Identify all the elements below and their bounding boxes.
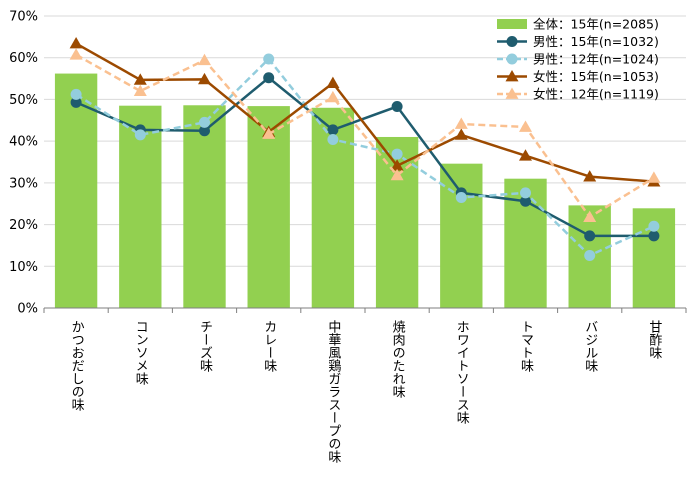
legend-item: 女性：12年(n=1119) — [497, 87, 659, 102]
series-path — [75, 76, 654, 238]
data-point — [262, 127, 276, 139]
category-label: バジル味 — [582, 320, 598, 372]
series-line-2 — [70, 53, 660, 261]
y-tick-label: 40% — [9, 135, 38, 150]
data-point — [454, 128, 468, 140]
category-label: 焼肉のたれ味 — [390, 320, 406, 398]
series-line-4 — [69, 48, 661, 222]
legend: 全体：15年(n=2085) 男性：15年(n=1032) 男性：12年(n=102… — [497, 17, 659, 102]
data-point — [69, 37, 83, 49]
data-point — [327, 124, 339, 136]
legend-label: 男性：15年(n=1032) — [533, 34, 659, 49]
y-tick-label: 70% — [9, 10, 38, 25]
legend-marker — [505, 70, 519, 82]
series-path — [75, 57, 655, 257]
data-point — [199, 125, 210, 137]
y-tick-label: 50% — [9, 93, 38, 108]
bar — [183, 105, 226, 308]
category-label: チーズ味 — [197, 320, 213, 372]
data-point — [584, 230, 596, 242]
legend-label: 全体：15年(n=2085) — [533, 17, 659, 32]
category-label: 中華風鶏ガラスープの味 — [325, 320, 341, 463]
legend-marker — [505, 87, 519, 99]
legend-item: 男性：15年(n=1032) — [497, 34, 659, 49]
data-point — [520, 195, 531, 207]
data-point — [198, 72, 211, 85]
series-path — [75, 42, 654, 183]
series-path — [75, 53, 655, 219]
data-point — [519, 120, 532, 132]
legend-swatch — [497, 19, 527, 29]
legend-label: 男性：12年(n=1024) — [533, 52, 659, 67]
data-point — [390, 168, 404, 181]
data-point — [198, 53, 211, 66]
series-line-3 — [69, 37, 661, 187]
category-label: コンソメ味 — [133, 320, 149, 385]
x-axis-ticks — [43, 308, 687, 313]
data-point — [391, 101, 403, 113]
data-point — [326, 90, 340, 103]
data-point — [326, 76, 340, 89]
data-point — [133, 84, 147, 96]
y-tick-label: 20% — [9, 218, 38, 233]
legend-label: 女性：15年(n=1053) — [533, 69, 659, 84]
data-point — [519, 149, 532, 161]
legend-item: 全体：15年(n=2085) — [497, 17, 659, 32]
data-point — [133, 73, 147, 85]
legend-marker — [506, 53, 518, 65]
data-point — [520, 187, 531, 199]
category-label: トマト味 — [518, 320, 534, 372]
legend-item: 女性：15年(n=1053) — [497, 69, 659, 84]
y-tick-label: 30% — [9, 176, 38, 191]
bar — [440, 163, 483, 308]
legend-label: 女性：12年(n=1119) — [533, 87, 659, 102]
data-point — [263, 72, 275, 84]
data-point — [584, 249, 596, 261]
legend-item: 男性：12年(n=1024) — [497, 52, 659, 67]
y-tick-label: 60% — [9, 51, 38, 66]
category-label: 甘酢味 — [646, 320, 662, 359]
bar — [54, 73, 98, 309]
data-point — [263, 53, 275, 65]
data-point — [134, 129, 146, 141]
category-label: かつおだしの味 — [69, 320, 85, 411]
data-point — [390, 159, 404, 171]
data-point — [648, 230, 660, 242]
legend-marker — [506, 36, 518, 47]
line-series — [69, 37, 661, 261]
data-point — [455, 191, 467, 203]
category-label: カレー味 — [261, 320, 277, 372]
data-point — [583, 170, 597, 182]
data-point — [69, 48, 83, 60]
bar — [247, 106, 290, 308]
data-point — [70, 88, 82, 100]
data-point — [583, 210, 597, 222]
data-point — [454, 117, 468, 129]
data-point — [327, 133, 339, 145]
y-tick-label: 0% — [17, 302, 38, 317]
y-axis-ticks: 0% 10% 20% 30% 40% 50% 60% 70% — [9, 10, 38, 317]
data-point — [70, 96, 82, 108]
category-label: ホワイトソース味 — [454, 320, 470, 424]
y-tick-label: 10% — [9, 260, 38, 275]
data-point — [391, 148, 403, 160]
category-labels: かつおだしの味 コンソメ味 チーズ味 カレー味 中華風鶏ガラスープの味 焼肉のたれ味 ホワイ… — [69, 320, 662, 463]
data-point — [648, 220, 660, 232]
series-line-1 — [70, 72, 660, 242]
data-point — [647, 171, 661, 183]
bar-series — [54, 73, 676, 309]
data-point — [199, 116, 210, 128]
